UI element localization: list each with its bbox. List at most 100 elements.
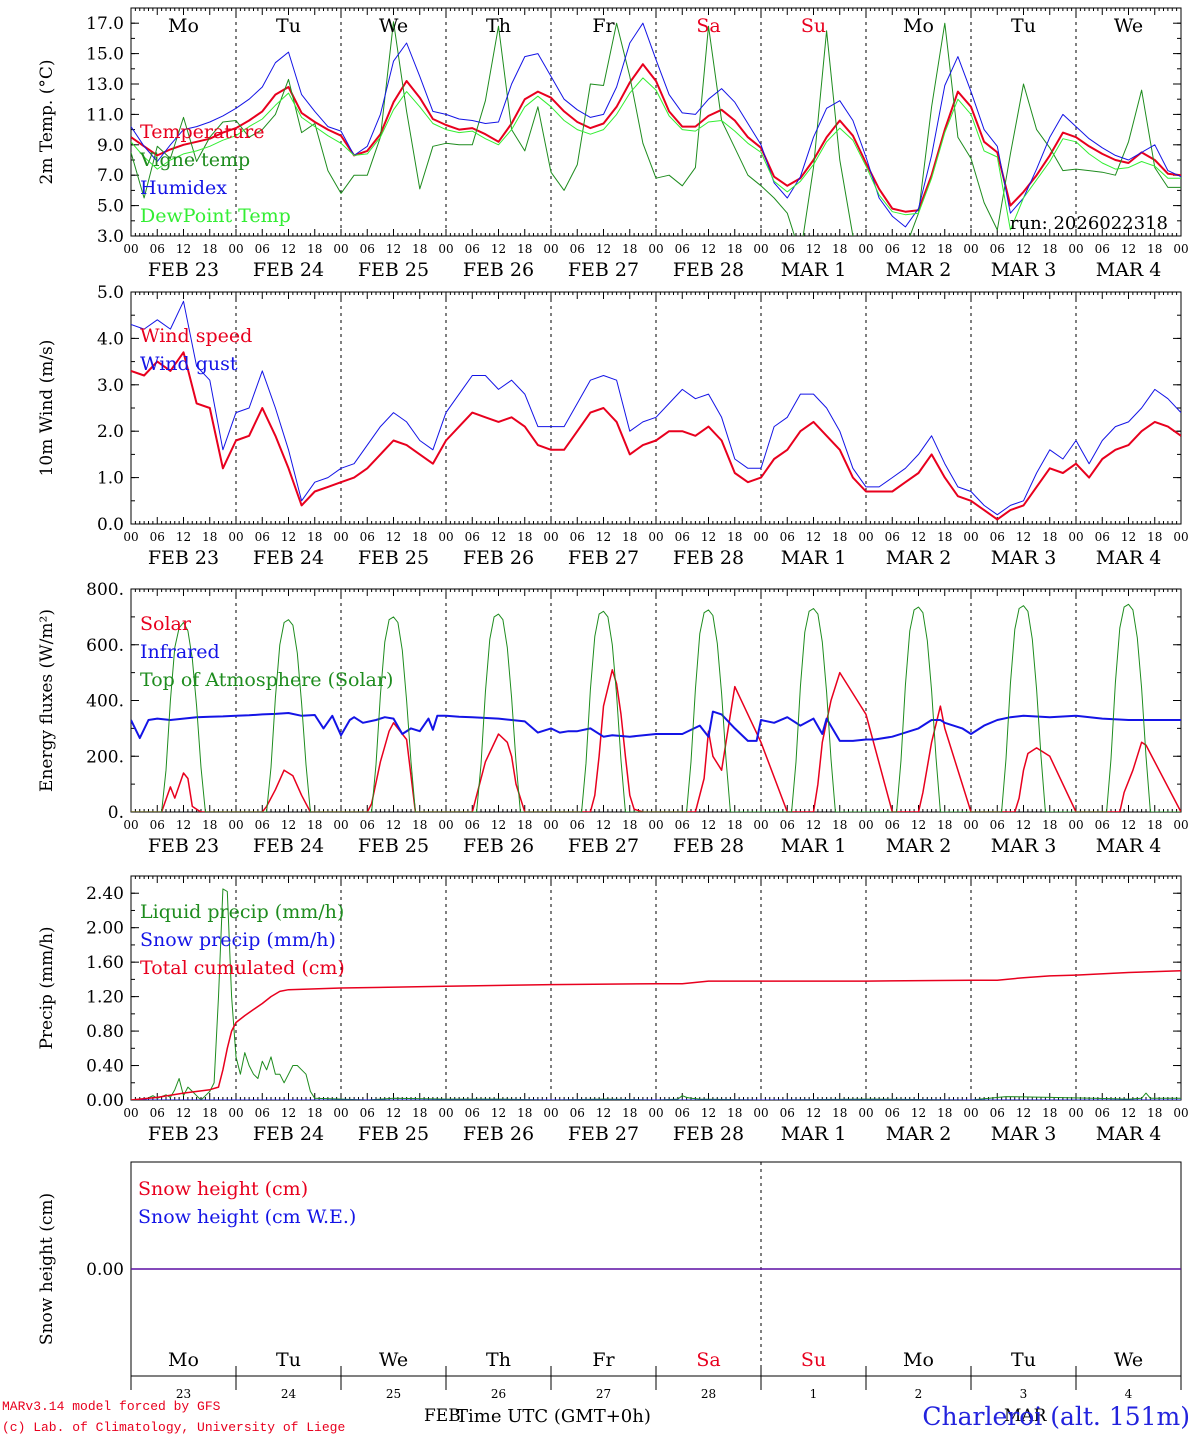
hour-tick-label: 18	[1042, 1106, 1057, 1120]
y-tick-label: 1.0	[97, 469, 124, 489]
date-label: MAR 2	[886, 259, 952, 281]
hour-tick-label: 00	[438, 818, 453, 832]
hour-tick-label: 12	[281, 530, 296, 544]
hour-tick-label: 06	[360, 818, 375, 832]
y-tick-label: 15.0	[86, 45, 124, 65]
hour-tick-label: 18	[727, 1106, 742, 1120]
hour-tick-label: 12	[596, 530, 611, 544]
y-tick-label: 2.0	[97, 422, 124, 442]
hour-tick-label: 12	[806, 242, 821, 256]
hour-tick-label: 12	[596, 818, 611, 832]
hour-tick-label: 18	[517, 530, 532, 544]
date-label: FEB 26	[463, 259, 534, 281]
date-label: FEB 27	[568, 1123, 639, 1145]
hour-tick-label: 12	[911, 818, 926, 832]
hour-tick-label: 12	[281, 1106, 296, 1120]
hour-tick-label: 12	[701, 530, 716, 544]
legend-entry: Infrared	[140, 641, 220, 663]
hour-tick-label: 18	[622, 530, 637, 544]
hour-tick-label: 06	[465, 1106, 480, 1120]
y-tick-label: 5.0	[97, 283, 124, 303]
hour-tick-label: 06	[570, 530, 585, 544]
date-label: MAR 1	[781, 835, 847, 857]
date-label: FEB 28	[673, 259, 744, 281]
day-name-top: Tu	[276, 15, 301, 37]
hour-tick-label: 06	[885, 1106, 900, 1120]
hour-tick-label: 12	[281, 818, 296, 832]
date-label: FEB 23	[148, 259, 219, 281]
hour-tick-label: 00	[438, 1106, 453, 1120]
x-axis-title: Time UTC (GMT+0h)	[456, 1406, 651, 1427]
station-name: Charleroi (alt. 151m)	[922, 1402, 1190, 1431]
hour-tick-label: 18	[412, 530, 427, 544]
hour-tick-label: 06	[1095, 530, 1110, 544]
hour-tick-label: 00	[333, 818, 348, 832]
y-axis-label: Snow height (cm)	[37, 1193, 57, 1345]
hour-tick-label: 06	[675, 530, 690, 544]
day-number-label: 25	[386, 1387, 401, 1401]
series-line-humidex	[131, 22, 1181, 228]
hour-tick-label: 06	[780, 1106, 795, 1120]
hour-tick-label: 06	[1095, 818, 1110, 832]
hour-tick-label: 00	[333, 1106, 348, 1120]
date-label: FEB 25	[358, 835, 429, 857]
y-tick-label: 2.00	[86, 919, 124, 939]
hour-tick-label: 00	[963, 818, 978, 832]
date-label: FEB 25	[358, 547, 429, 569]
hour-tick-label: 18	[307, 242, 322, 256]
legend-entry: Snow precip (mm/h)	[140, 929, 336, 951]
day-name-bottom: Sa	[696, 1349, 720, 1371]
hour-tick-label: 00	[753, 530, 768, 544]
date-label: MAR 3	[991, 1123, 1057, 1145]
hour-tick-label: 12	[386, 530, 401, 544]
hour-tick-label: 18	[1147, 1106, 1162, 1120]
hour-tick-label: 06	[150, 530, 165, 544]
y-tick-label: 0.0	[97, 515, 124, 535]
hour-tick-label: 12	[1016, 1106, 1031, 1120]
hour-tick-label: 00	[858, 818, 873, 832]
hour-tick-label: 00	[648, 530, 663, 544]
date-label: FEB 27	[568, 547, 639, 569]
y-axis-label: Precip (mm/h)	[37, 926, 57, 1049]
hour-tick-label: 06	[570, 1106, 585, 1120]
hour-tick-label: 12	[701, 1106, 716, 1120]
hour-tick-label: 06	[885, 242, 900, 256]
legend-entry: Liquid precip (mm/h)	[140, 901, 344, 923]
hour-tick-label: 18	[307, 1106, 322, 1120]
hour-tick-label: 00	[858, 530, 873, 544]
legend-entry: Total cumulated (cm)	[140, 957, 345, 979]
hour-tick-label: 00	[858, 242, 873, 256]
hour-tick-label: 06	[255, 530, 270, 544]
hour-tick-label: 00	[228, 1106, 243, 1120]
hour-tick-label: 12	[176, 530, 191, 544]
day-name-top: Su	[801, 15, 826, 37]
hour-tick-label: 00	[648, 1106, 663, 1120]
hour-tick-label: 18	[832, 1106, 847, 1120]
hour-tick-label: 06	[150, 242, 165, 256]
date-label: MAR 1	[781, 1123, 847, 1145]
hour-tick-label: 00	[1068, 242, 1083, 256]
hour-tick-label: 00	[438, 242, 453, 256]
hour-tick-label: 12	[596, 1106, 611, 1120]
hour-tick-label: 18	[307, 530, 322, 544]
hour-tick-label: 00	[123, 242, 138, 256]
day-number-label: 1	[810, 1387, 818, 1401]
day-name-top: Mo	[903, 15, 934, 37]
date-label: FEB 27	[568, 259, 639, 281]
date-label: FEB 28	[673, 835, 744, 857]
y-axis-label: Energy fluxes (W/m²)	[37, 609, 57, 792]
hour-tick-label: 12	[806, 530, 821, 544]
hour-tick-label: 00	[543, 818, 558, 832]
hour-tick-label: 06	[885, 530, 900, 544]
date-label: MAR 4	[1096, 259, 1162, 281]
hour-tick-label: 00	[228, 530, 243, 544]
hour-tick-label: 18	[622, 242, 637, 256]
hour-tick-label: 00	[333, 530, 348, 544]
hour-tick-label: 18	[202, 242, 217, 256]
day-name-bottom: Mo	[903, 1349, 934, 1371]
hour-tick-label: 06	[150, 1106, 165, 1120]
hour-tick-label: 00	[543, 530, 558, 544]
hour-tick-label: 18	[517, 818, 532, 832]
hour-tick-label: 06	[780, 530, 795, 544]
legend-entry: DewPoint Temp	[140, 205, 291, 227]
